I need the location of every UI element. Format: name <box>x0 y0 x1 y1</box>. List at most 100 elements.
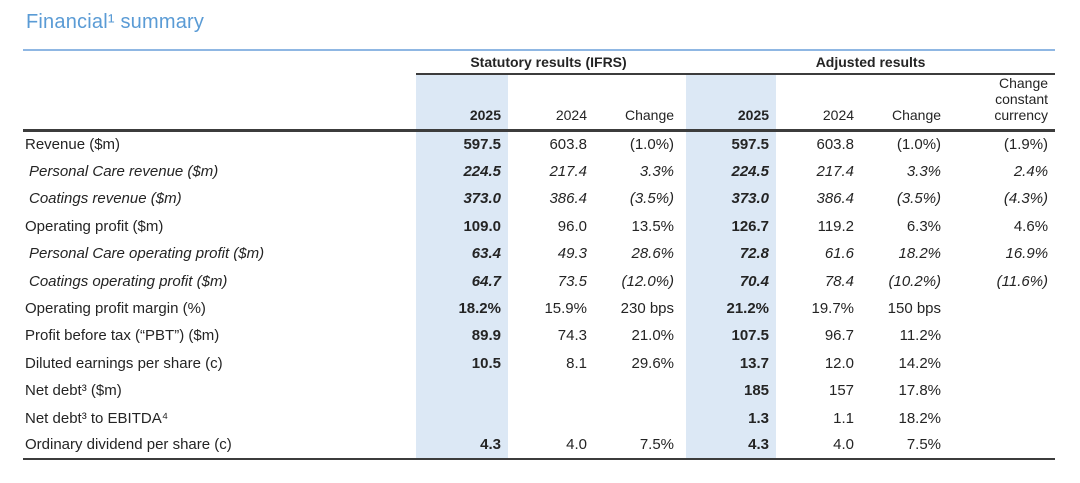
cell-adjusted-2024: 386.4 <box>816 190 855 208</box>
table-row-coatings-operating-profit: Coatings operating profit ($m) 64.7 73.5… <box>23 267 1055 295</box>
cell-change-constant-currency <box>948 404 1055 431</box>
cell-adjusted-2024: 119.2 <box>817 217 855 235</box>
cell-statutory-2025: 10.5 <box>416 349 508 378</box>
cell-statutory-2025: 109.0 <box>416 212 508 241</box>
table-row-operating-profit-margin: Operating profit margin (%) 18.2% 15.9% … <box>23 294 1055 323</box>
cell-statutory-change: 29.6% <box>631 354 675 372</box>
cell-statutory-change: 28.6% <box>631 245 675 263</box>
cell-adjusted-change: 6.3% <box>906 217 942 235</box>
cell-change-constant-currency <box>948 295 1055 322</box>
cell-adjusted-change: 18.2% <box>898 409 942 427</box>
page-title: Financial¹ summary <box>26 11 205 33</box>
cell-change-constant-currency: (1.9%) <box>1003 136 1049 154</box>
cell-adjusted-2025: 107.5 <box>686 322 777 350</box>
group-header-spacer <box>23 50 416 74</box>
cell-statutory-change: 13.5% <box>631 217 675 235</box>
cell-statutory-2024: 8.1 <box>566 354 587 372</box>
cell-adjusted-2025: 70.4 <box>686 267 777 295</box>
cell-adjusted-change: 17.8% <box>898 382 942 400</box>
cell-change-constant-currency <box>948 431 1056 461</box>
cell-adjusted-change: 11.2% <box>899 327 942 345</box>
cell-statutory-2025: 224.5 <box>416 157 508 186</box>
row-label: Coatings operating profit ($m) <box>29 272 228 290</box>
cell-statutory-2025: 373.0 <box>416 185 508 213</box>
cell-statutory-change: 3.3% <box>639 163 675 181</box>
cell-adjusted-2024: 96.7 <box>824 327 855 345</box>
table-row-personal-care-revenue: Personal Care revenue ($m) 224.5 217.4 3… <box>23 157 1055 186</box>
table-row-ordinary-dividend: Ordinary dividend per share (c) 4.3 4.0 … <box>23 431 1056 461</box>
cell-statutory-change: (1.0%) <box>629 136 675 154</box>
cell-adjusted-2025: 373.0 <box>686 185 777 213</box>
cell-statutory-2024: 386.4 <box>549 190 587 208</box>
row-label: Revenue ($m) <box>25 136 121 154</box>
cell-change-constant-currency: (11.6%) <box>996 272 1049 290</box>
table-row-personal-care-operating-profit: Personal Care operating profit ($m) 63.4… <box>23 240 1055 268</box>
cell-statutory-2025: 89.9 <box>416 322 508 350</box>
cell-statutory-2025 <box>416 377 508 405</box>
table-row-net-debt: Net debt³ ($m) 185 157 17.8% <box>23 377 1055 405</box>
cell-change-constant-currency: 16.9% <box>1005 245 1049 263</box>
cell-statutory-change: 21.0% <box>631 327 675 345</box>
cell-adjusted-2024: 157 <box>829 382 855 400</box>
row-label: Net debt³ ($m) <box>25 382 122 400</box>
cell-statutory-2025: 64.7 <box>416 267 508 295</box>
cell-statutory-2024: 49.3 <box>557 245 587 263</box>
cell-adjusted-2025: 126.7 <box>686 212 777 241</box>
cell-adjusted-2025: 224.5 <box>686 157 777 186</box>
row-label: Personal Care revenue ($m) <box>29 163 219 181</box>
cell-change-constant-currency: 4.6% <box>1013 217 1049 235</box>
cell-statutory-change: (12.0%) <box>621 272 675 290</box>
column-header-row: 2025 2024 Change 2025 2024 Change Change… <box>23 74 1056 132</box>
cell-adjusted-2024: 78.4 <box>824 272 855 290</box>
row-label: Personal Care operating profit ($m) <box>29 245 265 263</box>
row-label: Net debt³ to EBITDA⁴ <box>25 409 169 427</box>
cell-statutory-2024: 4.0 <box>508 431 594 461</box>
table-row-coatings-revenue: Coatings revenue ($m) 373.0 386.4 (3.5%)… <box>23 185 1055 213</box>
column-header-adjusted-2024: 2024 <box>776 74 862 132</box>
row-label: Operating profit ($m) <box>25 217 164 235</box>
row-label: Ordinary dividend per share (c) <box>23 431 416 461</box>
table-row-net-debt-to-ebitda: Net debt³ to EBITDA⁴ 1.3 1.1 18.2% <box>23 404 1055 432</box>
group-header-statutory: Statutory results (IFRS) <box>416 50 682 75</box>
cell-statutory-2025: 597.5 <box>416 130 508 158</box>
cell-adjusted-2025: 72.8 <box>686 240 777 268</box>
row-label: Coatings revenue ($m) <box>29 190 182 208</box>
column-header-spacer <box>23 74 416 132</box>
cell-statutory-2024: 96.0 <box>557 217 587 235</box>
cell-statutory-2024 <box>508 377 594 404</box>
financial-summary-table: Statutory results (IFRS) Adjusted result… <box>23 49 1056 461</box>
cell-change-constant-currency: 2.4% <box>1013 163 1049 181</box>
column-header-statutory-2024: 2024 <box>508 74 594 132</box>
column-header-adjusted-2025: 2025 <box>686 74 777 132</box>
cell-change-constant-currency: (4.3%) <box>1003 190 1049 208</box>
row-label: Profit before tax (“PBT”) ($m) <box>25 327 220 345</box>
cell-adjusted-change: 18.2% <box>898 245 942 263</box>
table-row-revenue: Revenue ($m) 597.5 603.8 (1.0%) 597.5 60… <box>23 130 1055 158</box>
cell-adjusted-change: (10.2%) <box>888 272 942 290</box>
cell-statutory-2024: 73.5 <box>557 272 587 290</box>
cell-statutory-2025: 18.2% <box>416 294 508 323</box>
row-label: Diluted earnings per share (c) <box>25 354 223 372</box>
cell-statutory-change: (3.5%) <box>629 190 675 208</box>
cell-statutory-2025: 4.3 <box>416 431 508 461</box>
table-row-profit-before-tax: Profit before tax (“PBT”) ($m) 89.9 74.3… <box>23 322 1055 350</box>
cell-adjusted-2025: 597.5 <box>686 130 777 158</box>
column-gap <box>681 74 687 132</box>
group-header-row: Statutory results (IFRS) Adjusted result… <box>23 50 1056 75</box>
cell-statutory-2025 <box>416 404 508 432</box>
cell-adjusted-change: 150 bps <box>887 300 942 318</box>
cell-adjusted-2024: 61.6 <box>824 245 855 263</box>
cell-adjusted-2025: 1.3 <box>686 404 777 432</box>
cell-adjusted-2025: 21.2% <box>686 294 777 323</box>
cell-statutory-change: 230 bps <box>620 300 675 318</box>
cell-adjusted-2025: 4.3 <box>686 431 777 461</box>
cell-adjusted-change: 7.5% <box>861 431 949 461</box>
cell-change-constant-currency <box>948 350 1055 377</box>
cell-statutory-2024: 74.3 <box>557 327 587 345</box>
column-header-adjusted-change: Change <box>861 74 949 132</box>
cell-change-constant-currency <box>948 377 1055 404</box>
cell-adjusted-2025: 13.7 <box>686 349 777 378</box>
cell-statutory-change <box>594 377 681 404</box>
cell-statutory-change: 7.5% <box>594 431 682 461</box>
cell-adjusted-change: 14.2% <box>898 354 942 372</box>
